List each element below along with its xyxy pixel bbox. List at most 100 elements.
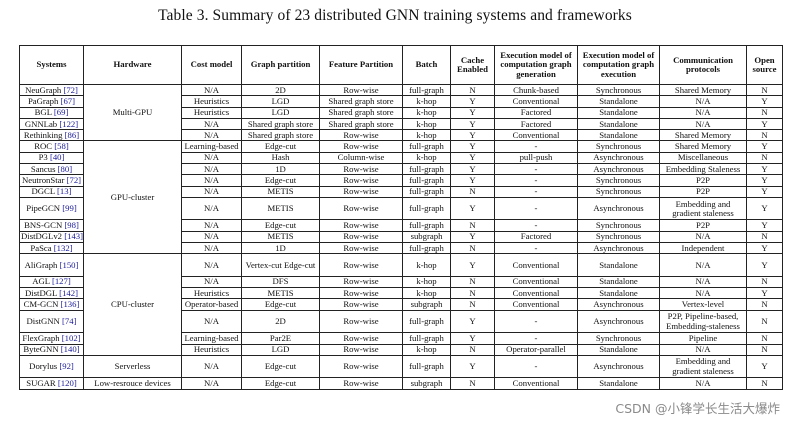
cell-graph-partition: Edge-cut bbox=[241, 219, 320, 232]
cell-exec-generation: - bbox=[494, 163, 578, 176]
citation-link[interactable]: [132] bbox=[53, 242, 73, 253]
citation-link[interactable]: [72] bbox=[63, 84, 78, 95]
citation-link[interactable]: [13] bbox=[57, 186, 72, 197]
citation-link[interactable]: [143] bbox=[64, 231, 84, 242]
cell-exec-generation: Factored bbox=[494, 106, 578, 119]
cell-open-source: Y bbox=[746, 354, 783, 379]
cell-communication: N/A bbox=[659, 106, 747, 119]
cell-cost-model: Heuristics bbox=[181, 343, 242, 356]
citation-link[interactable]: [69] bbox=[53, 107, 69, 118]
cell-open-source: N bbox=[746, 129, 783, 142]
cell-open-source: Y bbox=[746, 196, 783, 221]
citation-link[interactable]: [140] bbox=[60, 344, 80, 355]
cell-open-source: N bbox=[746, 230, 783, 244]
system-name: PipeGCN bbox=[26, 203, 61, 214]
citation-link[interactable]: [67] bbox=[60, 95, 76, 106]
cell-batch: full-graph bbox=[402, 242, 451, 255]
cell-feature-partition: Row-wise bbox=[319, 377, 403, 390]
cell-communication: N/A bbox=[659, 117, 747, 131]
citation-link[interactable]: [122] bbox=[59, 118, 79, 129]
cell-cost-model: Heuristics bbox=[181, 287, 242, 300]
cell-feature-partition: Row-wise bbox=[319, 196, 403, 221]
cell-graph-partition: LGD bbox=[241, 343, 320, 356]
cell-batch: k-hop bbox=[402, 343, 451, 356]
table-row: SUGAR [120] Low-resrouce devices N/A Edge-c… bbox=[19, 377, 783, 390]
cell-exec-execution: Asynchronous bbox=[577, 242, 660, 255]
cell-communication: Independent bbox=[659, 242, 747, 255]
citation-link[interactable]: [86] bbox=[64, 129, 80, 140]
cell-cache: Y bbox=[450, 253, 495, 277]
cell-cost-model: N/A bbox=[181, 129, 242, 142]
cell-communication: N/A bbox=[659, 275, 747, 289]
system-name: NeutronStar bbox=[21, 175, 65, 185]
cell-cost-model: N/A bbox=[181, 117, 242, 131]
cell-communication: Shared Memory bbox=[659, 140, 747, 153]
cell-cache: Y bbox=[450, 129, 495, 142]
citation-link[interactable]: [92] bbox=[59, 361, 74, 372]
cell-exec-execution: Standalone bbox=[577, 117, 660, 131]
table-row: DGCL [13] N/A METIS Row-wise full-graph N - Syn… bbox=[19, 185, 783, 198]
header-feature-partition: Feature Partition bbox=[319, 45, 403, 85]
citation-link[interactable]: [40] bbox=[49, 152, 65, 163]
cell-exec-generation: - bbox=[494, 242, 578, 255]
citation-link[interactable]: [120] bbox=[57, 377, 77, 388]
cell-batch: full-graph bbox=[402, 332, 451, 345]
system-name: ROC bbox=[34, 141, 53, 152]
cell-batch: subgraph bbox=[402, 298, 451, 311]
cell-exec-execution: Synchronous bbox=[577, 230, 660, 244]
system-name: CM-GCN bbox=[23, 299, 59, 310]
citation-link[interactable]: [72] bbox=[66, 175, 82, 185]
cell-batch: full-graph bbox=[402, 83, 451, 97]
system-name: Sancus bbox=[30, 163, 56, 174]
cell-system: ROC [58] bbox=[19, 140, 84, 153]
cell-cache: N bbox=[450, 287, 495, 300]
cell-open-source: N bbox=[746, 83, 783, 97]
cell-graph-partition: Par2E bbox=[241, 332, 320, 345]
cell-graph-partition: LGD bbox=[241, 106, 320, 119]
cell-graph-partition: Edge-cut bbox=[241, 377, 320, 390]
cell-cost-model: N/A bbox=[181, 275, 242, 289]
cell-exec-generation: - bbox=[494, 219, 578, 232]
cell-cache: N bbox=[450, 275, 495, 289]
cell-cost-model: N/A bbox=[181, 253, 242, 277]
header-cache: Cache Enabled bbox=[450, 45, 495, 85]
table-row: NeuGraph [72] Multi-GPU N/A 2D Row-wise full-… bbox=[19, 83, 783, 142]
cell-system: ByteGNN [140] bbox=[19, 343, 84, 356]
cell-graph-partition: Vertex-cut Edge-cut bbox=[241, 253, 320, 277]
cell-open-source: N bbox=[746, 377, 783, 390]
citation-link[interactable]: [102] bbox=[61, 332, 81, 343]
table-row: DistDGL [142] Heuristics METIS Row-wise k-ho… bbox=[19, 287, 783, 300]
table-row: PaSca [132] N/A 1D Row-wise full-graph N - Asyn… bbox=[19, 242, 783, 255]
cell-feature-partition: Row-wise bbox=[319, 253, 403, 277]
citation-link[interactable]: [98] bbox=[64, 220, 79, 231]
citation-link[interactable]: [127] bbox=[51, 276, 71, 287]
cell-graph-partition: Edge-cut bbox=[241, 140, 320, 153]
header-communication: Communication protocols bbox=[659, 45, 747, 85]
cell-open-source: Y bbox=[746, 174, 783, 187]
system-name: DistGNN bbox=[26, 315, 60, 326]
cell-graph-partition: 2D bbox=[241, 83, 320, 97]
citation-link[interactable]: [99] bbox=[62, 203, 77, 214]
citation-link[interactable]: [58] bbox=[54, 141, 69, 152]
cell-communication: N/A bbox=[659, 343, 747, 356]
citation-link[interactable]: [74] bbox=[62, 315, 77, 326]
cell-batch: k-hop bbox=[402, 253, 451, 277]
cell-graph-partition: Shared graph store bbox=[241, 129, 320, 142]
cell-feature-partition: Row-wise bbox=[319, 298, 403, 311]
cell-exec-execution: Standalone bbox=[577, 129, 660, 142]
system-name: BGL bbox=[34, 107, 52, 118]
cell-batch: full-graph bbox=[402, 140, 451, 153]
citation-link[interactable]: [80] bbox=[57, 163, 73, 174]
citation-link[interactable]: [150] bbox=[59, 259, 79, 270]
cell-cache: Y bbox=[450, 95, 495, 108]
header-systems: Systems bbox=[19, 45, 84, 85]
cell-exec-generation: Conventional bbox=[494, 298, 578, 311]
cell-communication: P2P bbox=[659, 185, 747, 198]
citation-link[interactable]: [142] bbox=[59, 287, 78, 298]
citation-link[interactable]: [136] bbox=[60, 299, 80, 310]
cell-system: PaGraph [67] bbox=[19, 95, 84, 108]
cell-feature-partition: Row-wise bbox=[319, 354, 403, 379]
cell-exec-execution: Asynchronous bbox=[577, 163, 660, 176]
cell-graph-partition: Edge-cut bbox=[241, 174, 320, 187]
cell-batch: k-hop bbox=[402, 151, 451, 165]
